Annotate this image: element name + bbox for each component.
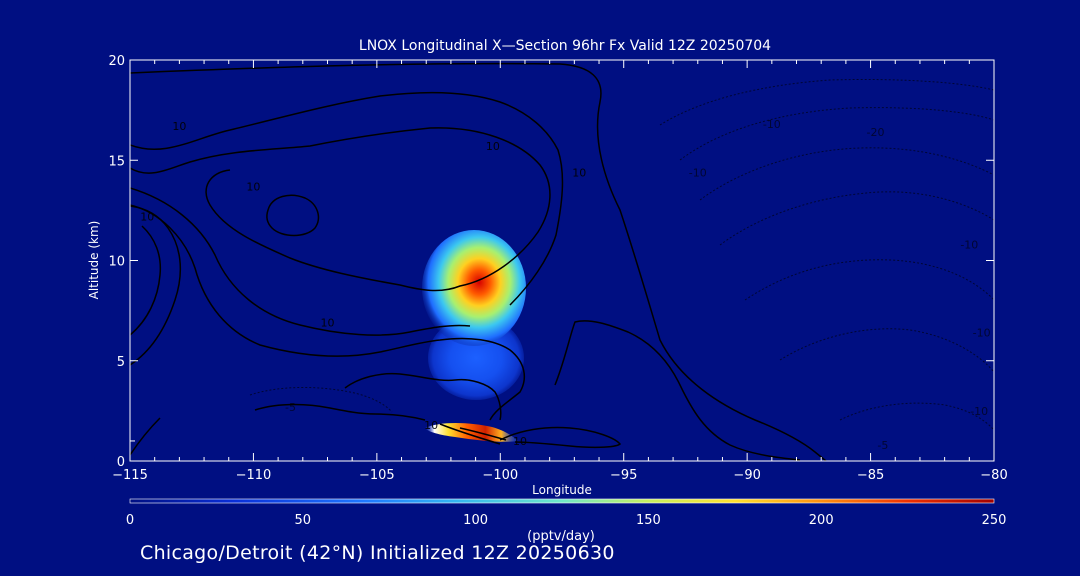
colorbar-ticks: 0 50 100 150 200 250 xyxy=(126,513,1007,528)
x-tick-label: −115 xyxy=(112,468,148,483)
contour-label: 10 xyxy=(513,435,527,448)
plot-area: 10 10 10 10 10 10 10 10 -10 -20 -10 -10 -10 -10 -5 -5 xyxy=(130,62,994,461)
colorbar-tick-label: 250 xyxy=(982,513,1007,528)
contour-label: 10 xyxy=(486,140,500,153)
y-axis: 0 5 10 15 20 xyxy=(108,54,994,470)
y-tick-label: 5 xyxy=(117,355,125,370)
contour-label: -10 xyxy=(973,327,991,340)
colorbar-tick-label: 50 xyxy=(295,513,312,528)
colorbar-tick-label: 100 xyxy=(463,513,488,528)
y-tick-label: 10 xyxy=(108,255,125,270)
x-axis: −115 −110 −105 −100 −95 −90 −85 −80 xyxy=(112,60,1008,483)
colorbar-tick-label: 150 xyxy=(636,513,661,528)
contour-label: 10 xyxy=(320,317,334,330)
plot-frame xyxy=(129,59,995,462)
contour-label: 10 xyxy=(572,166,586,179)
contour-label: -10 xyxy=(960,238,978,251)
contour-label: 10 xyxy=(246,180,260,193)
x-tick-label: −80 xyxy=(980,468,1007,483)
x-tick-label: −100 xyxy=(482,468,518,483)
colorbar-frame xyxy=(129,498,995,504)
contour-label: 10 xyxy=(424,419,438,432)
solid-contours xyxy=(130,62,827,461)
contour-label: -10 xyxy=(970,405,988,418)
y-axis-label: Altitude (km) xyxy=(87,221,101,300)
contour-label: -10 xyxy=(689,166,707,179)
footer-caption: Chicago/Detroit (42°N) Initialized 12Z 2… xyxy=(140,542,615,564)
contour-label: 10 xyxy=(140,210,154,223)
y-tick-label: 0 xyxy=(117,455,125,470)
contour-label: -5 xyxy=(285,401,296,414)
colorbar: 0 50 100 150 200 250 (pptv/day) xyxy=(126,498,1007,544)
colorbar-tick-label: 0 xyxy=(126,513,134,528)
contour-label: 10 xyxy=(172,120,186,133)
x-tick-label: −110 xyxy=(236,468,272,483)
contour-label: -5 xyxy=(877,439,888,452)
x-tick-label: −95 xyxy=(610,468,637,483)
x-tick-label: −105 xyxy=(359,468,395,483)
x-axis-label: Longitude xyxy=(532,483,592,497)
y-tick-label: 15 xyxy=(108,154,125,169)
dashed-contours xyxy=(249,78,994,431)
colorbar-tick-label: 200 xyxy=(809,513,834,528)
colorbar-ramp xyxy=(130,499,994,503)
contour-label: -20 xyxy=(867,126,885,139)
x-tick-label: −90 xyxy=(733,468,760,483)
y-tick-label: 20 xyxy=(108,54,125,69)
heatmap-upper-maximum xyxy=(422,230,526,346)
colorbar-label: (pptv/day) xyxy=(527,529,595,544)
contour-label: -10 xyxy=(763,118,781,131)
chart-title: LNOX Longitudinal X—Section 96hr Fx Vali… xyxy=(359,38,771,54)
x-tick-label: −85 xyxy=(857,468,884,483)
contour-labels: 10 10 10 10 10 10 10 10 -10 -20 -10 -10 -10 -10 -5 -5 xyxy=(140,118,990,452)
